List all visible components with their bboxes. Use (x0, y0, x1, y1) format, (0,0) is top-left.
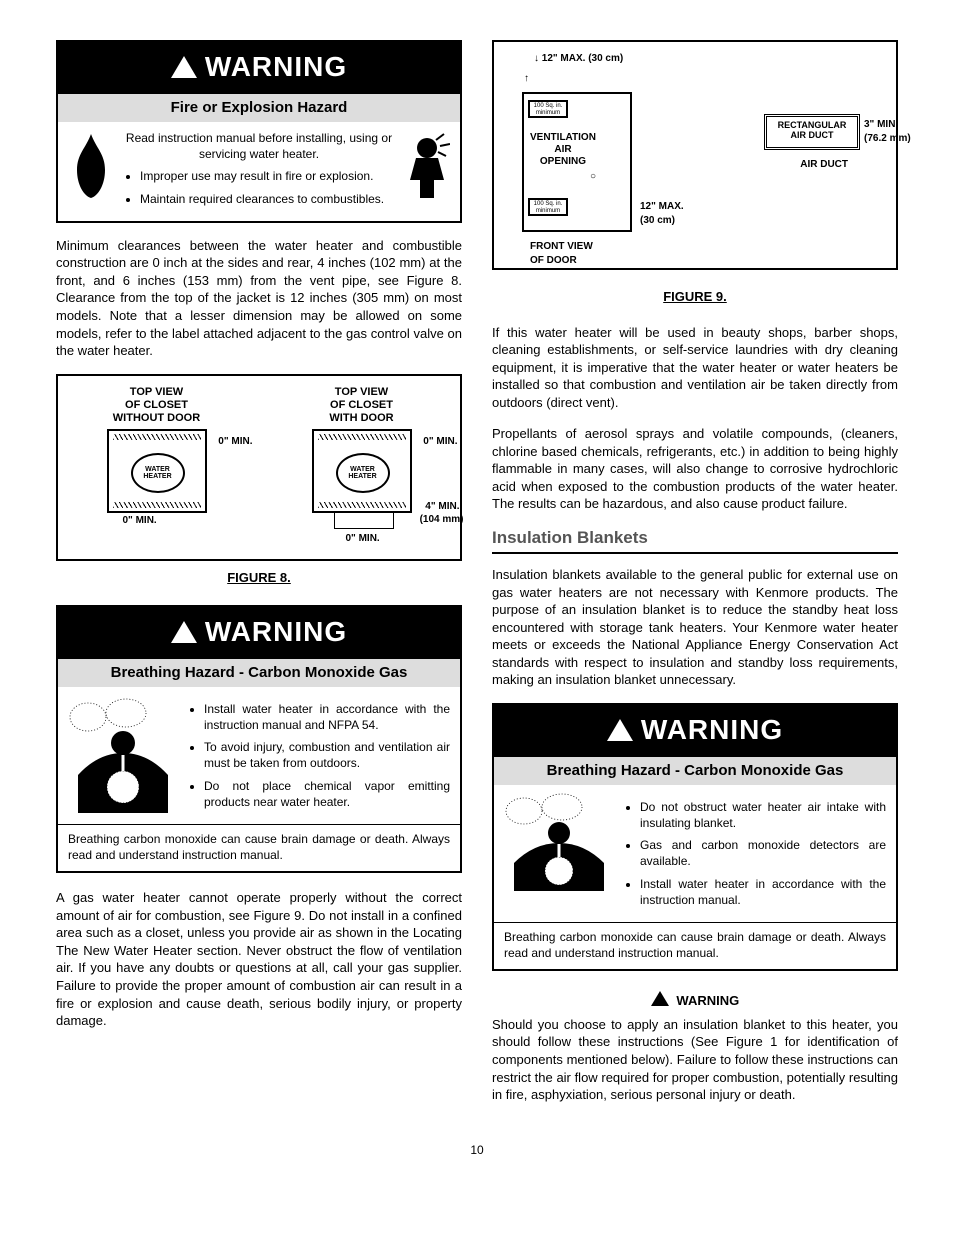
heater-label: WATER HEATER (131, 453, 185, 493)
warning-text: Read instruction manual before installin… (124, 130, 394, 213)
warning-text: Do not obstruct water heater air intake … (624, 793, 886, 914)
warning-footer: Breathing carbon monoxide can cause brai… (58, 824, 460, 871)
warning-footer: Breathing carbon monoxide can cause brai… (494, 922, 896, 969)
annotation: FRONT VIEW OF DOOR (530, 240, 593, 267)
warning-subtitle: Breathing Hazard - Carbon Monoxide Gas (58, 659, 460, 687)
annotation: VENTILATION AIR OPENING (530, 132, 596, 168)
heater-label: WATER HEATER (336, 453, 390, 493)
inline-warning: WARNING (492, 991, 898, 1010)
annotation: AIR DUCT (800, 158, 848, 172)
warning-fire-explosion: WARNING Fire or Explosion Hazard Read in… (56, 40, 462, 223)
warning-bullets: Install water heater in accordance with … (188, 701, 450, 810)
closet-with-door: TOP VIEW OF CLOSET WITH DOOR WATER HEATE… (271, 386, 452, 514)
bullet: Do not place chemical vapor emitting pro… (204, 778, 450, 810)
warning-body: Do not obstruct water heater air intake … (494, 785, 896, 922)
warning-co-2: WARNING Breathing Hazard - Carbon Monoxi… (492, 703, 898, 972)
warning-co-1: WARNING Breathing Hazard - Carbon Monoxi… (56, 605, 462, 874)
para-blanket-warning: Should you choose to apply an insulation… (492, 1016, 898, 1104)
fig8-right-title: TOP VIEW OF CLOSET WITH DOOR (271, 386, 452, 426)
fig8-left-title: TOP VIEW OF CLOSET WITHOUT DOOR (66, 386, 247, 426)
annotation: ↑ (524, 72, 529, 86)
right-column: ↓ 12" MAX. (30 cm) ↑ 100 Sq. in. minimum… (492, 40, 898, 1118)
figure-9-caption: FIGURE 9. (492, 288, 898, 306)
warning-header: WARNING (494, 705, 896, 757)
warning-bullets: Do not obstruct water heater air intake … (624, 799, 886, 908)
explosion-icon (404, 130, 450, 202)
warning-intro: Read instruction manual before installin… (124, 130, 394, 162)
warning-body: Install water heater in accordance with … (58, 687, 460, 824)
closet-without-door: TOP VIEW OF CLOSET WITHOUT DOOR WATER HE… (66, 386, 247, 514)
para-combustion-air: A gas water heater cannot operate proper… (56, 889, 462, 1029)
para-propellants: Propellants of aerosol sprays and volati… (492, 425, 898, 513)
alert-triangle-icon (651, 991, 669, 1006)
annotation: 12" MAX. (30 cm) (640, 200, 684, 227)
annotation: ↓ 12" MAX. (30 cm) (534, 52, 623, 66)
warning-bullets: Improper use may result in fire or explo… (124, 168, 394, 206)
warning-body: Read instruction manual before installin… (58, 122, 460, 221)
annotation: 0" MIN. (123, 514, 157, 528)
page-number: 10 (56, 1142, 898, 1158)
vent-opening-top: 100 Sq. in. minimum (528, 100, 568, 118)
bullet: To avoid injury, combustion and ventilat… (204, 739, 450, 771)
alert-triangle-icon (171, 56, 197, 78)
figure-8-content: TOP VIEW OF CLOSET WITHOUT DOOR WATER HE… (66, 386, 452, 514)
annotation: 4" MIN. (425, 500, 459, 514)
warning-text: Install water heater in accordance with … (188, 695, 450, 816)
para-beauty-shops: If this water heater will be used in bea… (492, 324, 898, 412)
annotation: 0" MIN. (218, 435, 252, 449)
figure-8-caption: FIGURE 8. (56, 569, 462, 587)
flame-icon (68, 130, 114, 202)
two-column-layout: WARNING Fire or Explosion Hazard Read in… (56, 40, 898, 1118)
figure-8-box: TOP VIEW OF CLOSET WITHOUT DOOR WATER HE… (56, 374, 462, 562)
bullet: Maintain required clearances to combusti… (140, 191, 394, 207)
annotation: 0" MIN. (423, 435, 457, 449)
warning-header: WARNING (58, 607, 460, 659)
bullet: Improper use may result in fire or explo… (140, 168, 394, 184)
bullet: Install water heater in accordance with … (640, 876, 886, 908)
warning-title: WARNING (641, 711, 783, 749)
vent-opening-bot: 100 Sq. in. minimum (528, 198, 568, 216)
warning-header: WARNING (58, 42, 460, 94)
alert-triangle-icon (607, 719, 633, 741)
co-breathing-icon (504, 793, 614, 893)
warning-subtitle: Breathing Hazard - Carbon Monoxide Gas (494, 757, 896, 785)
para-insulation: Insulation blankets available to the gen… (492, 566, 898, 689)
inline-warning-text: WARNING (676, 993, 739, 1008)
closet-diagram: WATER HEATER 0" MIN. 4" MIN. (104 mm) 0"… (312, 429, 412, 513)
heading-insulation: Insulation Blankets (492, 527, 898, 554)
figure-9-box: ↓ 12" MAX. (30 cm) ↑ 100 Sq. in. minimum… (492, 40, 898, 270)
bullet: Gas and carbon monoxide detectors are av… (640, 837, 886, 869)
warning-title: WARNING (205, 613, 347, 651)
warning-title: WARNING (205, 48, 347, 86)
annotation: 3" MIN. (76.2 mm) (864, 118, 920, 145)
annotation: (104 mm) (420, 513, 464, 527)
alert-triangle-icon (171, 621, 197, 643)
bullet: Do not obstruct water heater air intake … (640, 799, 886, 831)
air-duct: RECTANGULAR AIR DUCT (764, 114, 860, 150)
warning-subtitle: Fire or Explosion Hazard (58, 94, 460, 122)
left-column: WARNING Fire or Explosion Hazard Read in… (56, 40, 462, 1118)
para-clearances: Minimum clearances between the water hea… (56, 237, 462, 360)
bullet: Install water heater in accordance with … (204, 701, 450, 733)
co-breathing-icon (68, 695, 178, 815)
annotation: 0" MIN. (346, 532, 380, 546)
closet-diagram: WATER HEATER 0" MIN. 0" MIN. (107, 429, 207, 513)
